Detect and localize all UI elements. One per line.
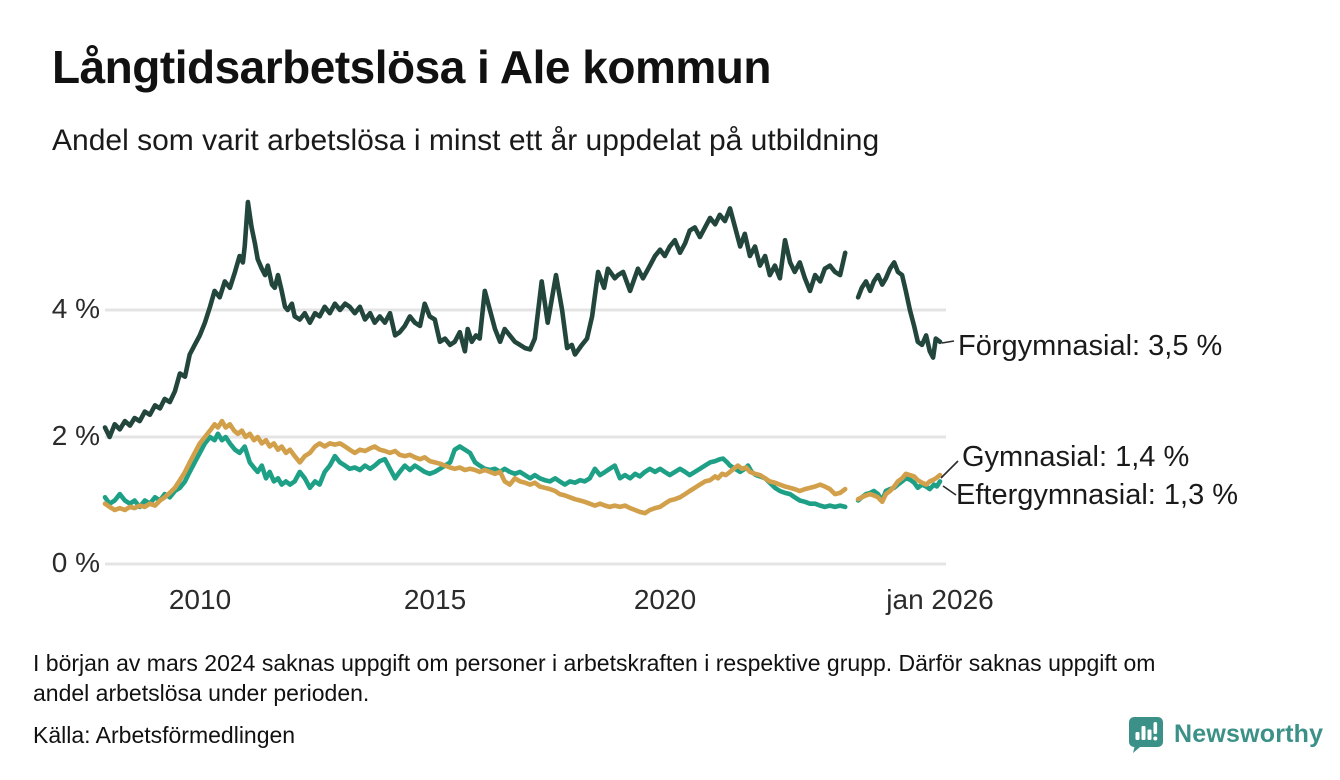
connector-forgymnasial	[941, 340, 955, 344]
series-line-eftergymnasial	[102, 431, 848, 510]
label-connectors	[940, 340, 959, 496]
connector-eftergymnasial	[942, 485, 957, 496]
x-tick-2020: 2020	[633, 584, 697, 615]
series-line-eftergymnasial	[855, 476, 943, 503]
series-label-forgymnasial: Förgymnasial: 3,5 %	[958, 330, 1223, 362]
series-line-gymnasial	[855, 471, 943, 505]
footnote-line-2: andel arbetslösa under perioden.	[33, 680, 370, 706]
y-tick-0: 0 %	[51, 547, 100, 578]
source-note: Källa: Arbetsförmedlingen	[33, 722, 296, 748]
x-tick-jan-2026: jan 2026	[886, 584, 994, 615]
newsworthy-wordmark: Newsworthy	[1174, 719, 1324, 748]
series-line-förgymnasial	[855, 260, 943, 360]
x-tick-2015: 2015	[403, 584, 467, 615]
footnote-line-1: I början av mars 2024 saknas uppgift om …	[33, 650, 1156, 676]
series-label-gymnasial: Gymnasial: 1,4 %	[962, 441, 1190, 473]
connector-gymnasial	[940, 460, 959, 479]
footnote: I början av mars 2024 saknas uppgift om …	[33, 648, 1155, 708]
y-tick-2: 2 %	[51, 420, 100, 451]
y-tick-4: 4 %	[51, 293, 100, 324]
page-subtitle: Andel som varit arbetslösa i minst ett å…	[52, 124, 880, 157]
x-tick-2010: 2010	[168, 584, 232, 615]
series-lines	[102, 199, 943, 516]
series-line-gymnasial	[102, 418, 848, 516]
newsworthy-logo-icon	[1129, 717, 1163, 753]
page-title: Långtidsarbetslösa i Ale kommun	[52, 41, 771, 93]
newsworthy-logo: Newsworthy	[1126, 714, 1323, 754]
series-label-eftergymnasial: Eftergymnasial: 1,3 %	[956, 479, 1239, 511]
series-line-förgymnasial	[102, 199, 848, 440]
